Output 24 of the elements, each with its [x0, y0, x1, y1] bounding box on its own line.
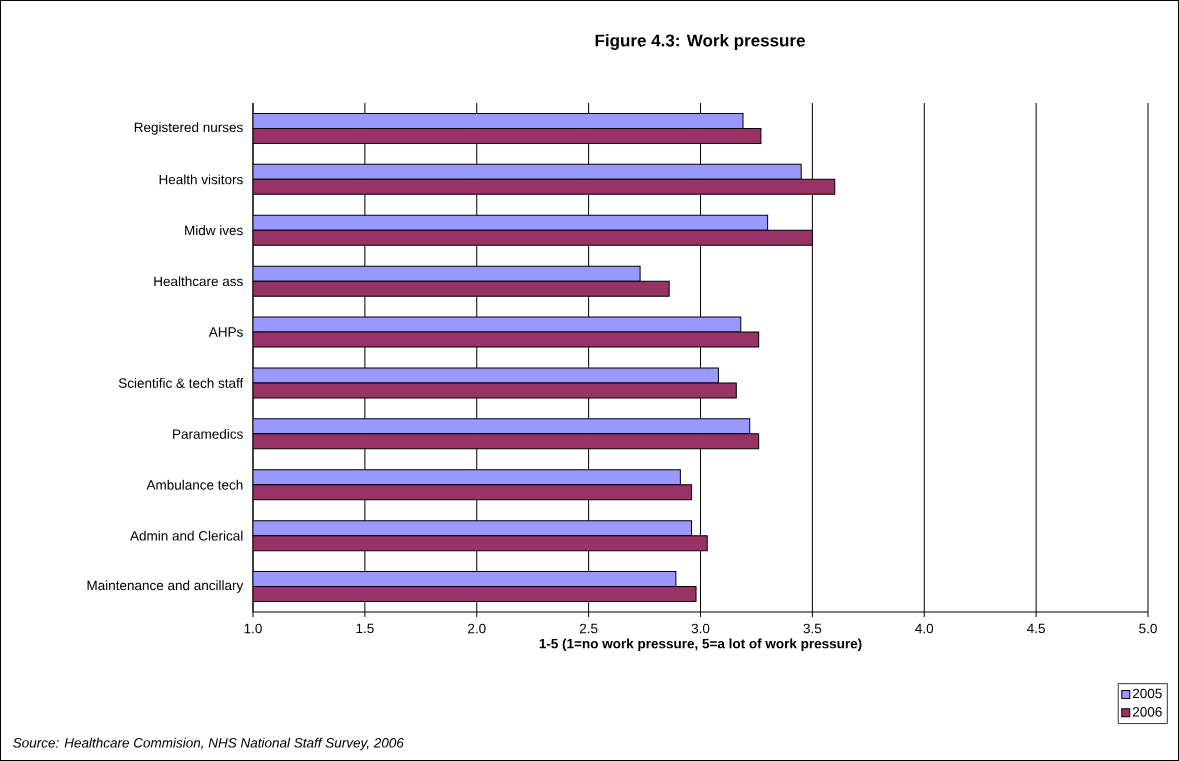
y-tick-label: AHPs [208, 327, 243, 337]
x-tick-label: 4.0 [915, 623, 934, 634]
y-tick-label: Health visitors [159, 174, 243, 185]
x-tick-label: 2.5 [579, 623, 598, 634]
x-tick-label: 4.5 [1027, 623, 1045, 634]
x-axis-title: 1-5 (1=no work pressure, 5=a lot of work pressure) [539, 638, 862, 652]
y-tick-label: Healthcare ass [154, 276, 243, 287]
y-tick-label: Admin and Clerical [130, 530, 243, 541]
legend-label: 2006 [1132, 707, 1162, 717]
x-tick-label: 1.0 [244, 623, 262, 634]
y-tick-label: Ambulance tech [146, 479, 243, 490]
x-tick-label: 1.5 [356, 623, 374, 634]
text: Source: Healthcare Commision, NHS National Staff Survey, 2006 [13, 737, 404, 751]
y-tick-label: Maintenance and ancillary [87, 580, 244, 593]
legend-label: 2005 [1132, 688, 1162, 699]
chart-title: Figure 4.3: Work pressure [595, 34, 805, 50]
x-tick-label: 3.5 [803, 623, 822, 634]
x-tick-label: 5.0 [1139, 623, 1157, 634]
x-tick-label: 2.0 [468, 623, 486, 634]
x-tick-label: 3.0 [691, 623, 710, 634]
y-tick-label: Registered nurses [134, 122, 243, 135]
y-tick-label: Midw ives [185, 225, 243, 236]
y-tick-label: Scientific & tech staff [118, 377, 244, 388]
y-tick-label: Paramedics [173, 428, 243, 439]
